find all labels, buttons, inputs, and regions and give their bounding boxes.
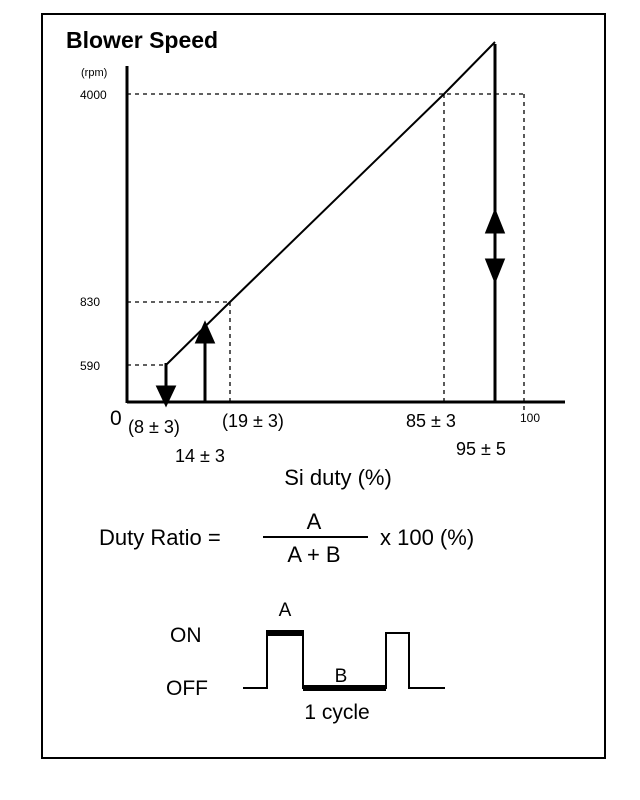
x-annotation-8: (8 ± 3) <box>128 417 180 437</box>
arrow-down-95-head <box>484 258 506 285</box>
x-annotation-85: 85 ± 3 <box>406 411 456 431</box>
x-annotation-95: 95 ± 5 <box>456 439 506 459</box>
y-tick-label-590: 590 <box>80 359 100 373</box>
waveform-b-label: B <box>335 666 348 687</box>
arrow-down-8-head <box>155 385 177 408</box>
formula-left: Duty Ratio = <box>99 525 221 550</box>
formula-numerator: A <box>307 509 322 534</box>
x-origin-label: 0 <box>110 407 122 430</box>
formula-right: x 100 (%) <box>380 525 474 550</box>
waveform-on-label: ON <box>170 624 202 647</box>
x-annotation-19: (19 ± 3) <box>222 411 284 431</box>
waveform-off-label: OFF <box>166 677 208 700</box>
figure-frame <box>41 13 606 759</box>
chart-title: Blower Speed <box>66 27 218 53</box>
y-tick-label-830: 830 <box>80 295 100 309</box>
arrow-up-95-head <box>484 207 506 234</box>
y-tick-label-4000: 4000 <box>80 88 107 102</box>
arrow-up-14-head <box>194 320 216 344</box>
waveform-cycle-label: 1 cycle <box>304 701 369 724</box>
x-annotation-14: 14 ± 3 <box>175 446 225 466</box>
x-axis-title: Si duty (%) <box>284 465 392 490</box>
y-unit-label: (rpm) <box>81 67 107 79</box>
series-line <box>165 41 496 366</box>
waveform-a-label: A <box>279 600 292 621</box>
x-tick-label-100: 100 <box>520 411 540 425</box>
formula-denominator: A + B <box>287 542 340 567</box>
